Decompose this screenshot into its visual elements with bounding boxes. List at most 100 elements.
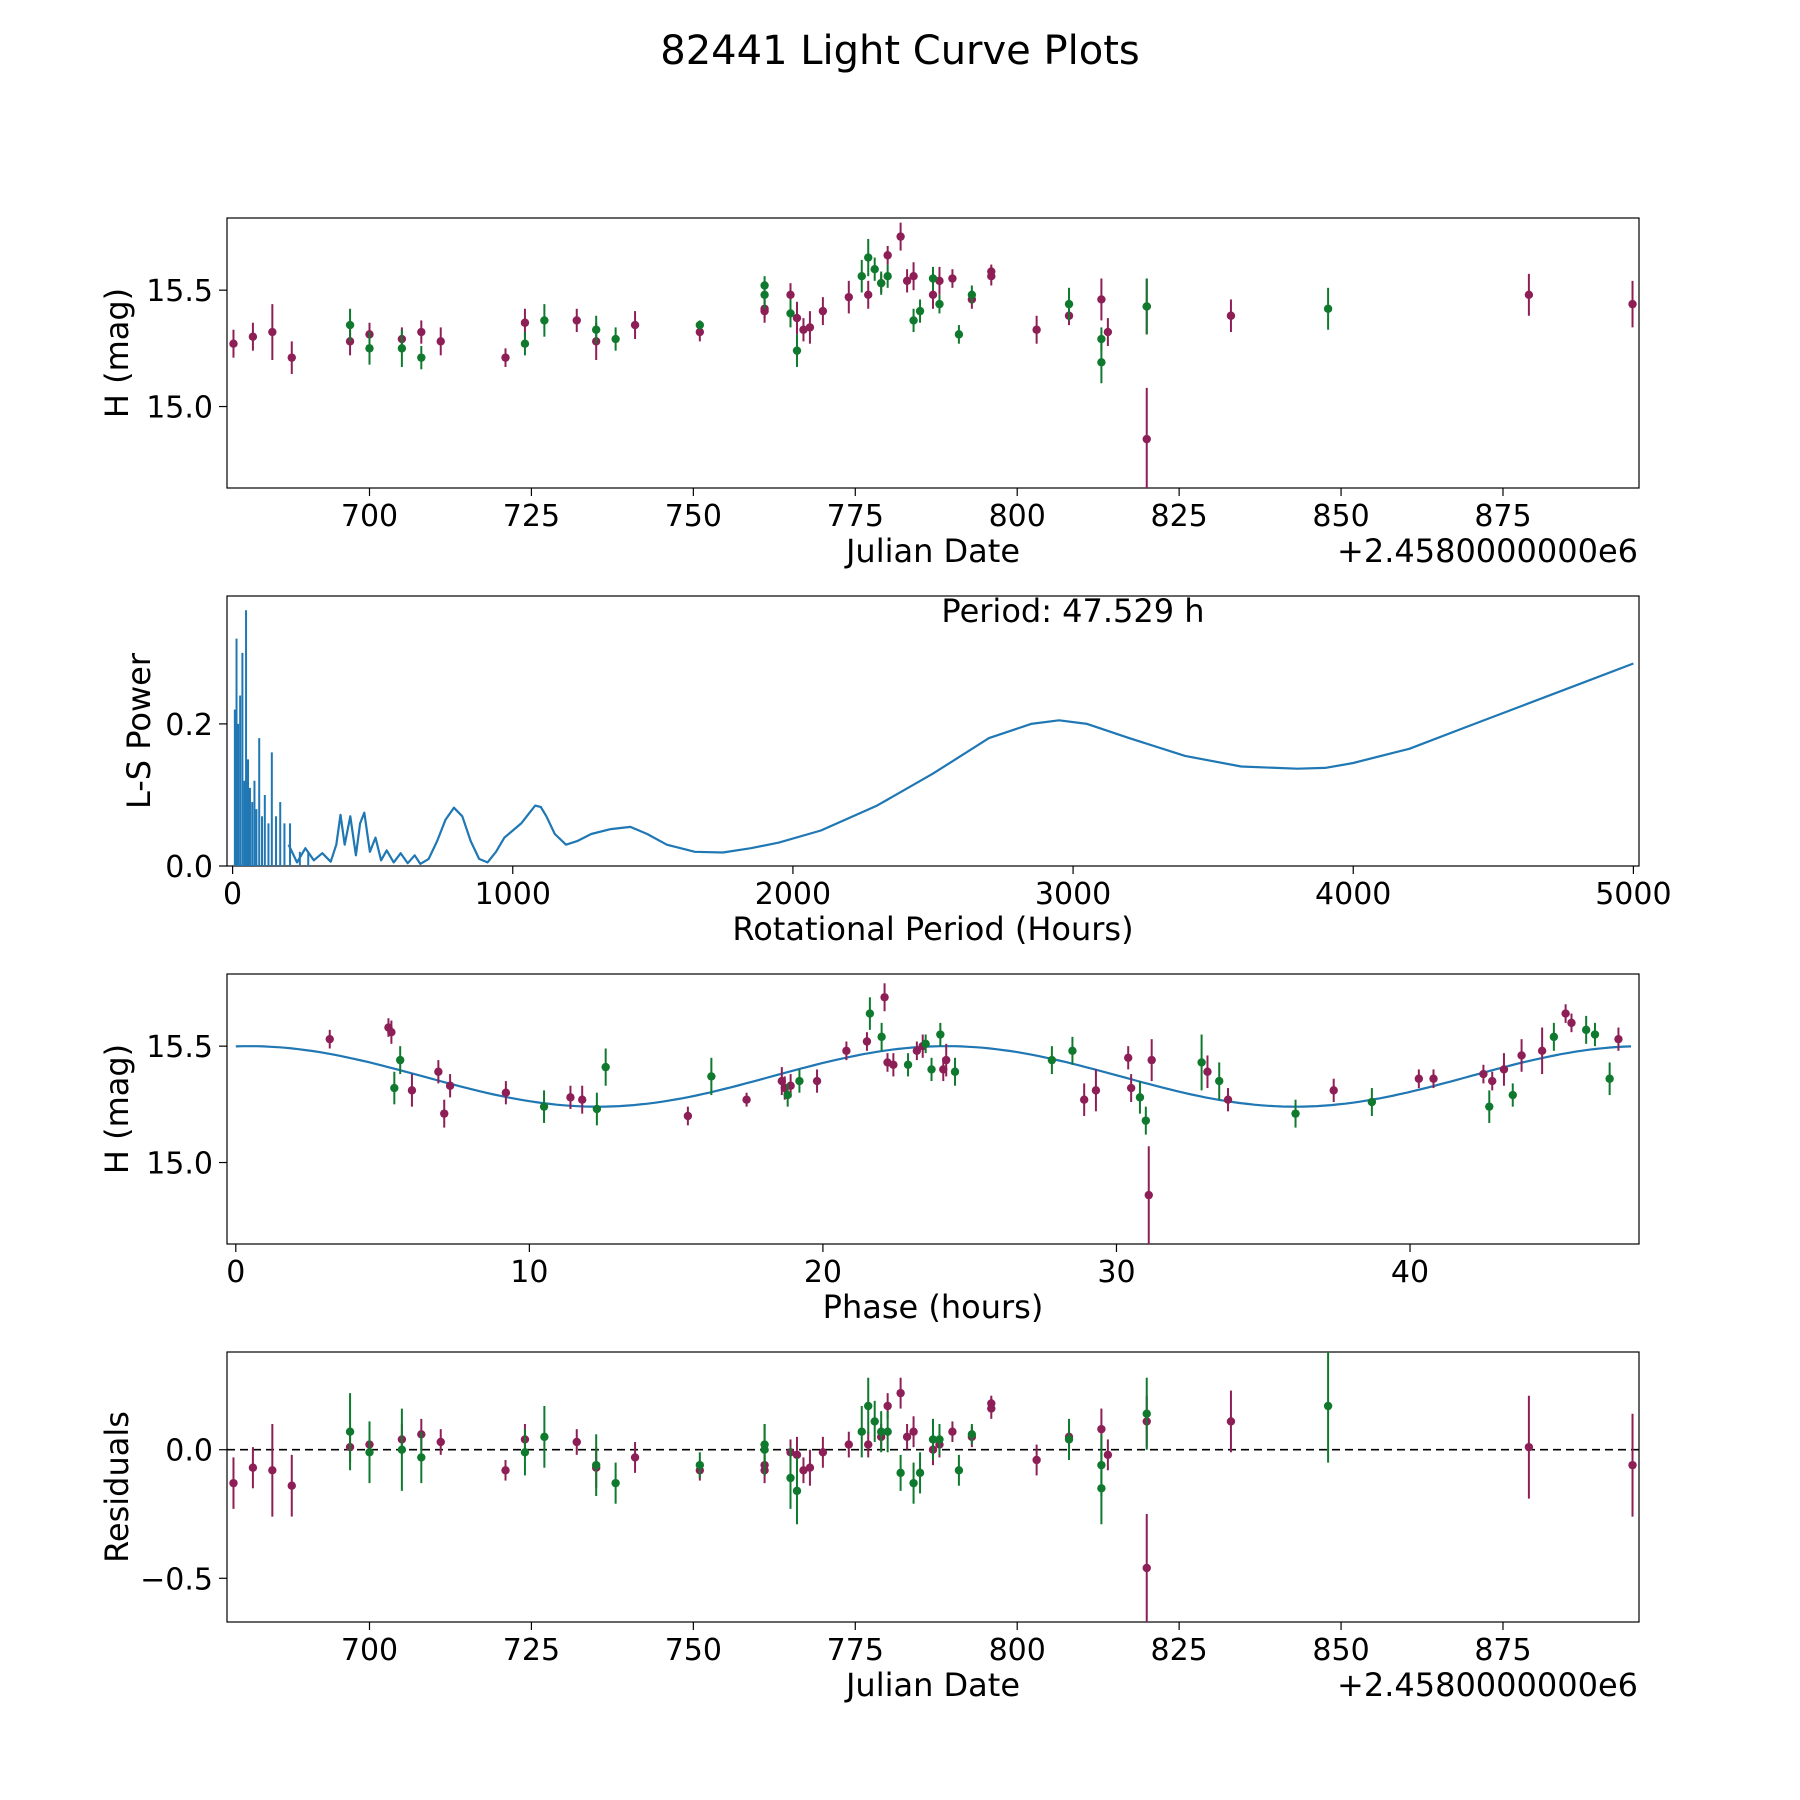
phased-xtick-label: 30 — [1097, 1255, 1135, 1290]
lightcurve-xlabel: Julian Date — [844, 532, 1020, 570]
phased-data-point — [1614, 1034, 1623, 1044]
lightcurve-data-point — [948, 274, 957, 283]
phased-data-point — [1549, 1032, 1559, 1042]
phased-data-point — [1203, 1067, 1212, 1076]
phased-xtick-label: 10 — [510, 1255, 548, 1290]
residuals-data-point — [902, 1432, 912, 1442]
residuals-data-point — [760, 1445, 769, 1454]
lightcurve-data-point — [1103, 327, 1113, 337]
phased-data-point — [1126, 1083, 1136, 1093]
lightcurve-data-point — [695, 320, 705, 330]
residuals-data-point — [1142, 1409, 1151, 1418]
residuals-data-point — [436, 1437, 445, 1447]
residuals-data-point — [844, 1440, 853, 1449]
lightcurve-data-point — [915, 306, 925, 316]
lightcurve-marks — [229, 222, 1637, 488]
phased-data-point — [1291, 1109, 1300, 1118]
phased-data-point — [795, 1076, 804, 1086]
lightcurve-data-point — [935, 299, 944, 309]
residuals-data-point — [611, 1478, 620, 1488]
phased-data-point — [539, 1102, 549, 1111]
residuals-xtick-label: 825 — [1150, 1633, 1207, 1668]
lightcurve-data-point — [1064, 299, 1074, 309]
residuals-data-point — [799, 1466, 808, 1475]
lightcurve-data-point — [870, 265, 879, 274]
periodogram-line — [287, 662, 1634, 866]
residuals-data-point — [948, 1427, 957, 1436]
residuals-data-point — [1097, 1484, 1106, 1493]
residuals-data-point — [857, 1427, 866, 1436]
phased-data-point — [387, 1027, 396, 1037]
phased-data-point — [862, 1037, 872, 1046]
phased-data-point — [1079, 1095, 1089, 1104]
phased-data-point — [889, 1060, 898, 1069]
lightcurve-data-point — [1524, 290, 1534, 300]
lightcurve-panel: 700 725 750 775 800 825 850 875 15.0 15.5 Julian… — [98, 217, 1640, 570]
lightcurve-data-point — [792, 313, 802, 323]
phased-data-point — [1197, 1058, 1206, 1067]
phased-ytick-label: 15.5 — [146, 1030, 213, 1065]
lightcurve-offset-text: +2.4580000000e6 — [1337, 532, 1638, 570]
residuals-data-point — [909, 1478, 918, 1488]
residuals-xticks: 700 725 750 775 800 825 850 875 — [341, 1622, 1532, 1668]
lightcurve-data-point — [287, 353, 296, 362]
lightcurve-data-point — [417, 327, 426, 337]
residuals-ylabel: Residuals — [98, 1411, 136, 1563]
residuals-data-point — [417, 1453, 426, 1462]
residuals-data-point — [287, 1481, 296, 1490]
residuals-data-point — [501, 1466, 510, 1475]
phased-data-point — [395, 1055, 405, 1065]
phased-fit-curve — [235, 1045, 1632, 1108]
phased-data-point — [1581, 1025, 1591, 1035]
phased-data-point — [1590, 1030, 1600, 1039]
residuals-data-point — [591, 1460, 601, 1470]
phased-data-point — [1144, 1190, 1153, 1200]
lightcurve-data-point — [883, 271, 892, 281]
phased-data-point — [592, 1104, 602, 1114]
lightcurve-yticks: 15.0 15.5 — [146, 274, 227, 426]
lightcurve-data-point — [902, 276, 912, 286]
lightcurve-data-point — [345, 320, 355, 330]
lightcurve-data-point — [268, 327, 277, 337]
residuals-data-point — [248, 1463, 258, 1472]
lightcurve-xticks: 700 725 750 775 800 825 850 875 — [341, 488, 1532, 534]
periodogram-yticks: 0.0 0.2 — [165, 708, 227, 885]
residuals-data-point — [883, 1401, 892, 1411]
lightcurve-data-point — [909, 271, 918, 281]
lightcurve-data-point — [417, 353, 426, 362]
residuals-data-point — [818, 1448, 828, 1457]
phased-data-point — [783, 1090, 792, 1100]
lightcurve-data-point — [248, 332, 258, 341]
lightcurve-ytick-label: 15.0 — [146, 391, 213, 426]
residuals-marks — [227, 1352, 1639, 1622]
phased-data-point — [1329, 1086, 1338, 1095]
lightcurve-data-point — [1628, 299, 1637, 309]
periodogram-axes-frame — [226, 595, 1640, 867]
phased-data-point — [1479, 1069, 1488, 1079]
lightcurve-data-point — [967, 290, 977, 300]
residuals-data-point — [1097, 1424, 1106, 1434]
phased-data-point — [1499, 1065, 1509, 1074]
residuals-data-point — [870, 1417, 879, 1426]
lightcurve-data-point — [1226, 311, 1236, 320]
phased-data-point — [1367, 1097, 1377, 1107]
lightcurve-data-point — [1323, 304, 1333, 313]
lightcurve-data-point — [896, 232, 905, 241]
residuals-data-point — [864, 1440, 873, 1449]
lightcurve-data-point — [695, 327, 705, 337]
lightcurve-xtick-label: 750 — [665, 499, 722, 534]
lightcurve-data-point — [987, 271, 996, 281]
phased-data-point — [566, 1093, 575, 1102]
phased-data-point — [1047, 1055, 1057, 1065]
lightcurve-data-point — [520, 339, 530, 348]
lightcurve-xtick-label: 800 — [989, 499, 1046, 534]
phased-xtick-label: 0 — [226, 1255, 245, 1290]
periodogram-xtick-label: 2000 — [755, 877, 831, 912]
residuals-data-point — [864, 1401, 873, 1411]
residuals-xtick-label: 875 — [1474, 1633, 1531, 1668]
phased-xtick-label: 20 — [804, 1255, 842, 1290]
lightcurve-data-point — [883, 251, 892, 260]
residuals-data-point — [1032, 1455, 1041, 1465]
lightcurve-xtick-label: 775 — [827, 499, 884, 534]
phased-ylabel: H (mag) — [98, 1044, 136, 1174]
